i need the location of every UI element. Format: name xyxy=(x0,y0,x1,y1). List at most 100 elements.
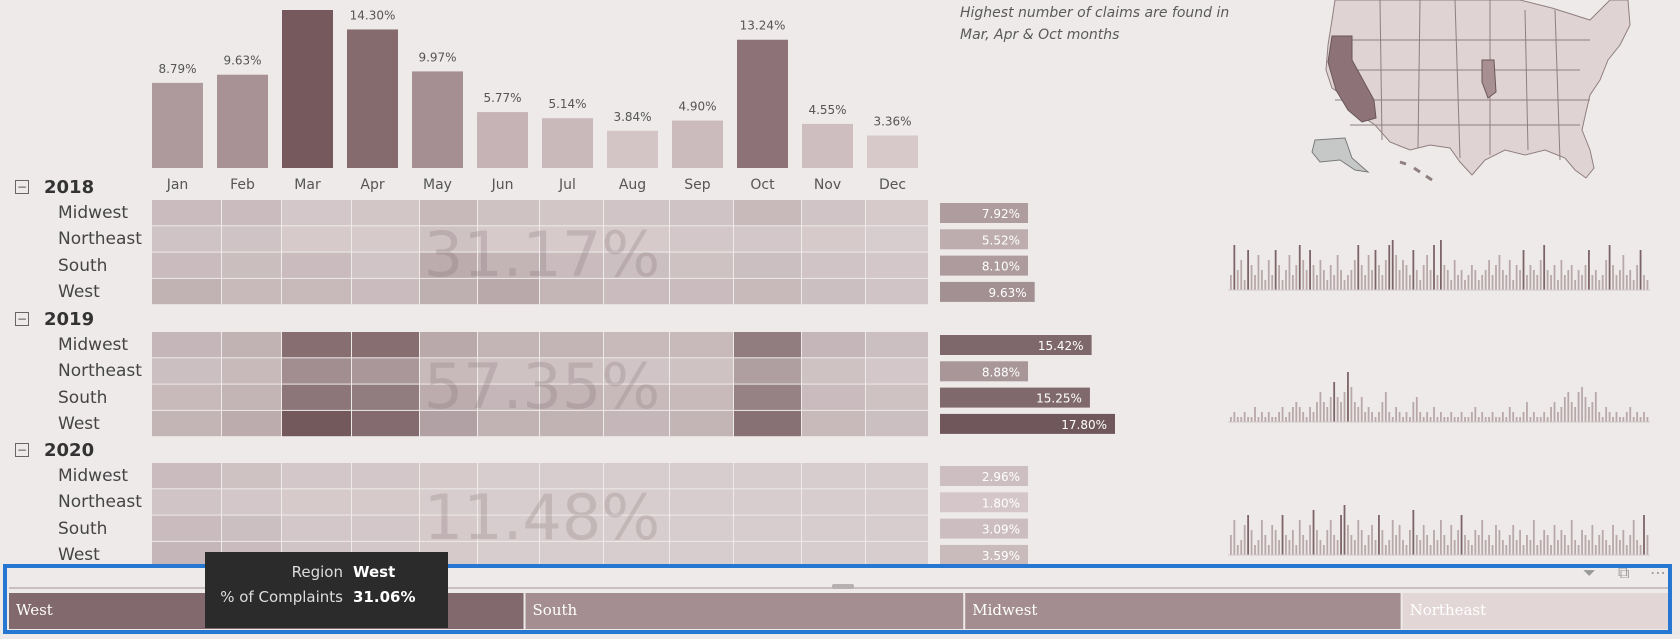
bar-aug[interactable] xyxy=(607,130,658,168)
heat-cell[interactable] xyxy=(352,252,419,278)
us-map[interactable] xyxy=(1290,0,1650,195)
heat-cell[interactable] xyxy=(540,410,603,437)
bar-sep[interactable] xyxy=(672,120,723,168)
heat-cell[interactable] xyxy=(352,278,419,305)
heat-cell[interactable] xyxy=(866,463,928,489)
heat-cell[interactable] xyxy=(478,515,539,541)
heat-cell[interactable] xyxy=(152,463,221,489)
region-bar[interactable] xyxy=(940,281,1035,302)
bar-jun[interactable] xyxy=(477,112,528,168)
heat-cell[interactable] xyxy=(152,384,221,410)
heat-cell[interactable] xyxy=(222,410,281,437)
heat-cell[interactable] xyxy=(420,384,477,410)
collapse-2020-button[interactable]: − xyxy=(15,443,29,457)
heat-cell[interactable] xyxy=(478,384,539,410)
bar-mar[interactable] xyxy=(282,10,333,168)
bar-may[interactable] xyxy=(412,71,463,168)
heat-cell[interactable] xyxy=(734,278,801,305)
bar-nov[interactable] xyxy=(802,123,853,168)
heat-cell[interactable] xyxy=(670,541,733,568)
heat-cell[interactable] xyxy=(540,252,603,278)
heat-cell[interactable] xyxy=(478,200,539,226)
heat-cell[interactable] xyxy=(670,515,733,541)
region-bar[interactable] xyxy=(940,387,1090,408)
heat-cell[interactable] xyxy=(802,252,865,278)
heat-cell[interactable] xyxy=(866,278,928,305)
heat-cell[interactable] xyxy=(420,278,477,305)
heat-cell[interactable] xyxy=(352,200,419,226)
heat-cell[interactable] xyxy=(604,463,669,489)
heat-cell[interactable] xyxy=(670,463,733,489)
heat-cell[interactable] xyxy=(282,410,351,437)
heat-cell[interactable] xyxy=(670,226,733,252)
bar-jul[interactable] xyxy=(542,118,593,168)
heat-cell[interactable] xyxy=(866,200,928,226)
heat-cell[interactable] xyxy=(670,489,733,515)
heat-cell[interactable] xyxy=(866,541,928,568)
heat-cell[interactable] xyxy=(540,489,603,515)
heat-cell[interactable] xyxy=(222,200,281,226)
heat-cell[interactable] xyxy=(802,200,865,226)
heat-cell[interactable] xyxy=(802,226,865,252)
heat-cell[interactable] xyxy=(802,278,865,305)
heat-cell[interactable] xyxy=(352,515,419,541)
heat-cell[interactable] xyxy=(420,252,477,278)
resize-handle[interactable] xyxy=(832,584,854,589)
heat-cell[interactable] xyxy=(604,489,669,515)
heat-cell[interactable] xyxy=(352,226,419,252)
region-bar[interactable] xyxy=(940,255,1028,276)
heat-cell[interactable] xyxy=(802,410,865,437)
heat-cell[interactable] xyxy=(670,252,733,278)
heat-cell[interactable] xyxy=(352,384,419,410)
treemap-segment-northeast[interactable] xyxy=(1402,593,1670,629)
heat-cell[interactable] xyxy=(604,410,669,437)
heat-cell[interactable] xyxy=(420,489,477,515)
bar-dec[interactable] xyxy=(867,135,918,168)
heat-cell[interactable] xyxy=(478,332,539,358)
heat-cell[interactable] xyxy=(734,200,801,226)
heat-cell[interactable] xyxy=(222,226,281,252)
heat-cell[interactable] xyxy=(734,384,801,410)
heat-cell[interactable] xyxy=(604,200,669,226)
heat-cell[interactable] xyxy=(604,358,669,384)
heat-cell[interactable] xyxy=(282,463,351,489)
heat-cell[interactable] xyxy=(282,515,351,541)
heat-cell[interactable] xyxy=(478,226,539,252)
region-bar[interactable] xyxy=(940,518,1028,539)
region-bar[interactable] xyxy=(940,466,1028,486)
heat-cell[interactable] xyxy=(802,384,865,410)
treemap-segment-midwest[interactable] xyxy=(965,593,1401,629)
heat-cell[interactable] xyxy=(222,384,281,410)
heat-cell[interactable] xyxy=(802,358,865,384)
heat-cell[interactable] xyxy=(478,252,539,278)
bar-oct[interactable] xyxy=(737,39,788,168)
heat-cell[interactable] xyxy=(282,489,351,515)
heat-cell[interactable] xyxy=(352,358,419,384)
heat-cell[interactable] xyxy=(222,358,281,384)
heat-cell[interactable] xyxy=(352,332,419,358)
heat-cell[interactable] xyxy=(420,200,477,226)
heat-cell[interactable] xyxy=(420,226,477,252)
heat-cell[interactable] xyxy=(282,226,351,252)
heat-cell[interactable] xyxy=(478,278,539,305)
heat-cell[interactable] xyxy=(152,489,221,515)
heat-cell[interactable] xyxy=(222,463,281,489)
heat-cell[interactable] xyxy=(734,332,801,358)
heat-cell[interactable] xyxy=(604,252,669,278)
heat-cell[interactable] xyxy=(670,332,733,358)
heat-cell[interactable] xyxy=(222,278,281,305)
heat-cell[interactable] xyxy=(670,410,733,437)
heat-cell[interactable] xyxy=(282,200,351,226)
heat-cell[interactable] xyxy=(222,489,281,515)
heat-cell[interactable] xyxy=(866,252,928,278)
heat-cell[interactable] xyxy=(802,515,865,541)
collapse-2018-button[interactable]: − xyxy=(15,180,29,194)
heat-cell[interactable] xyxy=(540,541,603,568)
region-bar[interactable] xyxy=(940,229,1028,250)
heat-cell[interactable] xyxy=(352,489,419,515)
heat-cell[interactable] xyxy=(802,332,865,358)
heat-cell[interactable] xyxy=(604,226,669,252)
heat-cell[interactable] xyxy=(734,252,801,278)
heat-cell[interactable] xyxy=(478,463,539,489)
